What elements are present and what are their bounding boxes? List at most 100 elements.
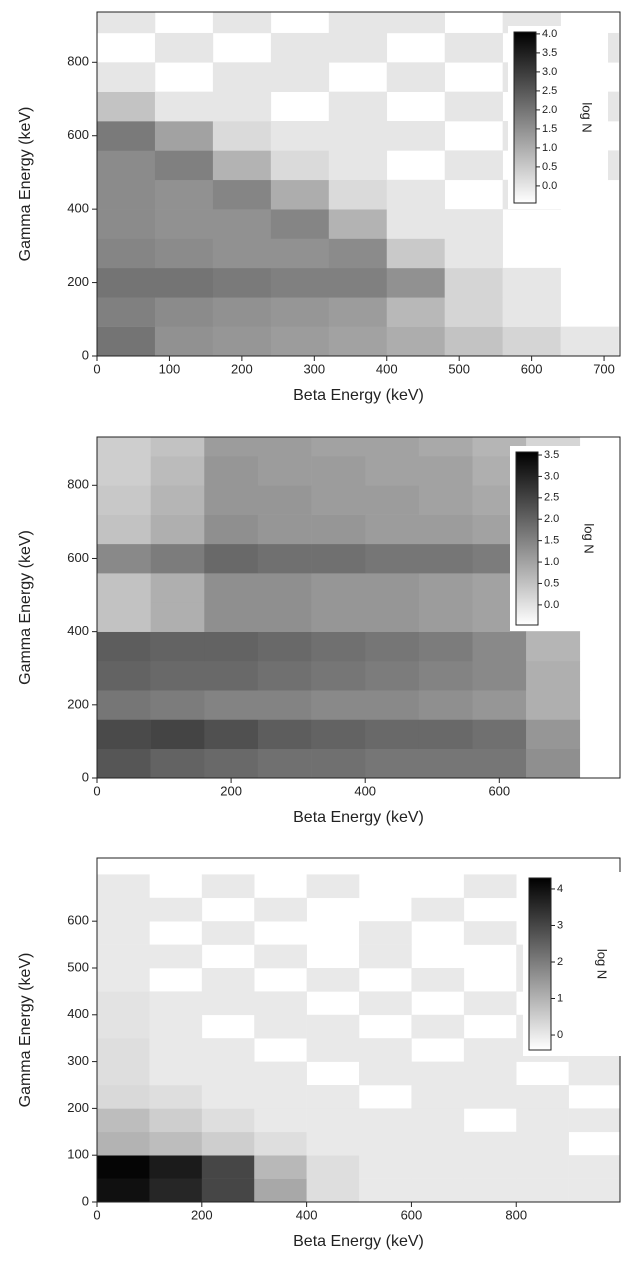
heat-cell (444, 209, 503, 239)
heat-cell (204, 719, 259, 750)
colorbar-tick-label: 2.0 (542, 104, 557, 116)
y-tick-label: 400 (67, 1006, 89, 1021)
heat-cell (311, 690, 366, 720)
heat-cell (212, 267, 272, 298)
heat-cell (328, 91, 388, 122)
x-tick-label: 200 (231, 361, 253, 376)
heat-cell (150, 437, 205, 457)
x-tick-label: 700 (593, 361, 615, 376)
heat-cell (212, 121, 272, 151)
colorbar-tick-label: 3.0 (544, 470, 559, 482)
heat-cell (411, 1131, 465, 1156)
plot-frame (96, 11, 621, 357)
y-tick-label: 800 (67, 54, 89, 69)
y-tick-label: 200 (67, 274, 89, 289)
heat-cell (97, 179, 156, 210)
heat-cell (444, 150, 503, 181)
colorbar-tick-label: 0.0 (544, 599, 559, 611)
heat-cell (97, 91, 156, 122)
heat-cell (365, 456, 420, 486)
heat-cell (270, 121, 330, 151)
heat-cell (154, 209, 214, 239)
heat-cell (365, 748, 420, 778)
heat-cell (201, 1178, 255, 1202)
heat-cell (97, 437, 151, 457)
plot: 0 200 400 600 800 0 100 200 300 400 500 600 Beta Ene… (17, 857, 623, 1250)
heat-cell (201, 874, 255, 899)
x-tick-label: 0 (93, 1207, 100, 1222)
x-axis-label: Beta Energy (keV) (293, 1233, 424, 1250)
heat-cell (359, 921, 412, 945)
heat-cell (306, 1014, 360, 1039)
heat-cell (502, 267, 561, 298)
colorbar-tick-label: 1.0 (544, 556, 559, 568)
x-tick-label: 0 (93, 783, 100, 798)
heat-cell (149, 1155, 203, 1179)
heat-cell (212, 12, 272, 34)
heat-cell (257, 631, 312, 662)
colorbar-tick-label: 1.5 (542, 123, 557, 135)
plot: 0 200 400 600 0 200 400 600 800 Beta Energy (keV)… (17, 436, 621, 826)
heat-cell (257, 514, 312, 545)
x-tick-label: 500 (448, 361, 470, 376)
heat-cell (365, 485, 420, 515)
heat-cell (359, 1178, 412, 1202)
heat-cell (201, 1155, 255, 1179)
heat-cell (149, 897, 203, 922)
heat-cell (359, 1061, 412, 1086)
colorbar-tick-label: 3 (557, 919, 563, 931)
y-tick-label: 500 (67, 959, 89, 974)
x-axis-label: Beta Energy (keV) (293, 809, 424, 826)
heat-cell (270, 62, 330, 92)
heat-cell (311, 719, 366, 750)
heat-cell (97, 543, 151, 574)
heat-cell (516, 1178, 569, 1202)
heat-cell (204, 631, 259, 662)
x-tick-label: 600 (521, 361, 543, 376)
colorbar-tick-label: 0.5 (544, 577, 559, 589)
heat-cell (418, 514, 473, 545)
heat-cell (311, 514, 366, 545)
heat-cell (386, 179, 446, 210)
colorbar-tick-label: 1 (557, 992, 563, 1004)
heat-cell (204, 690, 259, 720)
heat-cell (386, 209, 446, 239)
heat-cell (150, 485, 205, 515)
heat-cell (257, 485, 312, 515)
heat-cell (97, 1178, 150, 1202)
heat-cell (154, 326, 214, 356)
heat-cell (212, 297, 272, 327)
heat-cell (149, 1108, 203, 1133)
heat-cell (411, 1014, 465, 1039)
heat-cell (97, 921, 150, 945)
heat-cell (154, 267, 214, 298)
heat-cell (411, 1108, 465, 1133)
heat-cell (201, 1131, 255, 1156)
x-tick-label: 600 (401, 1207, 423, 1222)
heat-cell (411, 1178, 465, 1202)
y-axis-label: Gamma Energy (keV) (17, 953, 34, 1108)
heat-cell (97, 62, 156, 92)
x-tick-label: 400 (354, 783, 376, 798)
heat-cell (306, 967, 360, 992)
heat-cell (150, 514, 205, 545)
heat-cell (97, 1014, 150, 1039)
heat-cell (306, 1108, 360, 1133)
heat-cell (411, 967, 465, 992)
heat-cell (97, 12, 156, 34)
heat-cell (201, 1061, 255, 1086)
heat-cell (472, 631, 527, 662)
heat-cell (97, 748, 151, 778)
heat-cell (212, 150, 272, 181)
heat-cell (201, 991, 255, 1016)
colorbar-tick-label: 0.5 (542, 161, 557, 173)
heat-cell (386, 121, 446, 151)
heat-cell (328, 297, 388, 327)
heat-cell (463, 874, 517, 899)
heat-cell (365, 660, 420, 691)
heat-cell (97, 602, 151, 632)
heat-cell (516, 1155, 569, 1179)
heat-cell (254, 1155, 307, 1179)
heat-cell (411, 897, 465, 922)
